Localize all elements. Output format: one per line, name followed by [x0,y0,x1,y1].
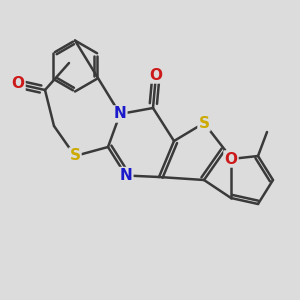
Text: N: N [114,106,126,122]
Text: O: O [11,76,25,92]
Text: N: N [120,168,132,183]
Text: O: O [224,152,238,166]
Text: S: S [199,116,209,130]
Text: O: O [149,68,163,82]
Text: S: S [70,148,80,164]
